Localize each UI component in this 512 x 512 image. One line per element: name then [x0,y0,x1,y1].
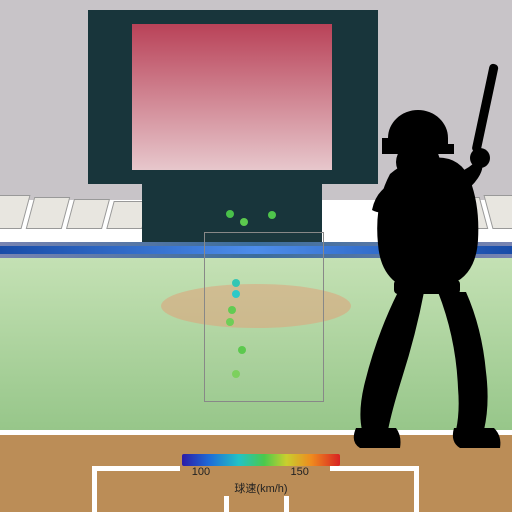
pitch-mark [240,218,248,226]
velocity-tick: 100 [192,466,210,478]
pitch-mark [226,210,234,218]
pitch-mark [232,290,240,298]
velocity-legend: 100 150 球速(km/h) [182,454,340,496]
velocity-legend-label: 球速(km/h) [234,480,287,496]
plate-line-left-h [92,466,180,471]
stand-seg [66,199,110,229]
velocity-legend-ticks: 100 150 [182,466,340,480]
velocity-tick: 150 [291,466,309,478]
pitch-mark [232,279,240,287]
pitch-mark [268,211,276,219]
plate-line-left-v [92,466,97,512]
plate-line-center-l [224,496,229,512]
velocity-legend-bar [182,454,340,466]
pitch-chart-canvas: 100 150 球速(km/h) [0,0,512,512]
pitch-mark [228,306,236,314]
batter-silhouette-icon [298,62,512,482]
stand-seg [26,197,71,229]
pitch-mark [226,318,234,326]
pitch-mark [238,346,246,354]
pitch-mark [232,370,240,378]
plate-line-center-r [284,496,289,512]
